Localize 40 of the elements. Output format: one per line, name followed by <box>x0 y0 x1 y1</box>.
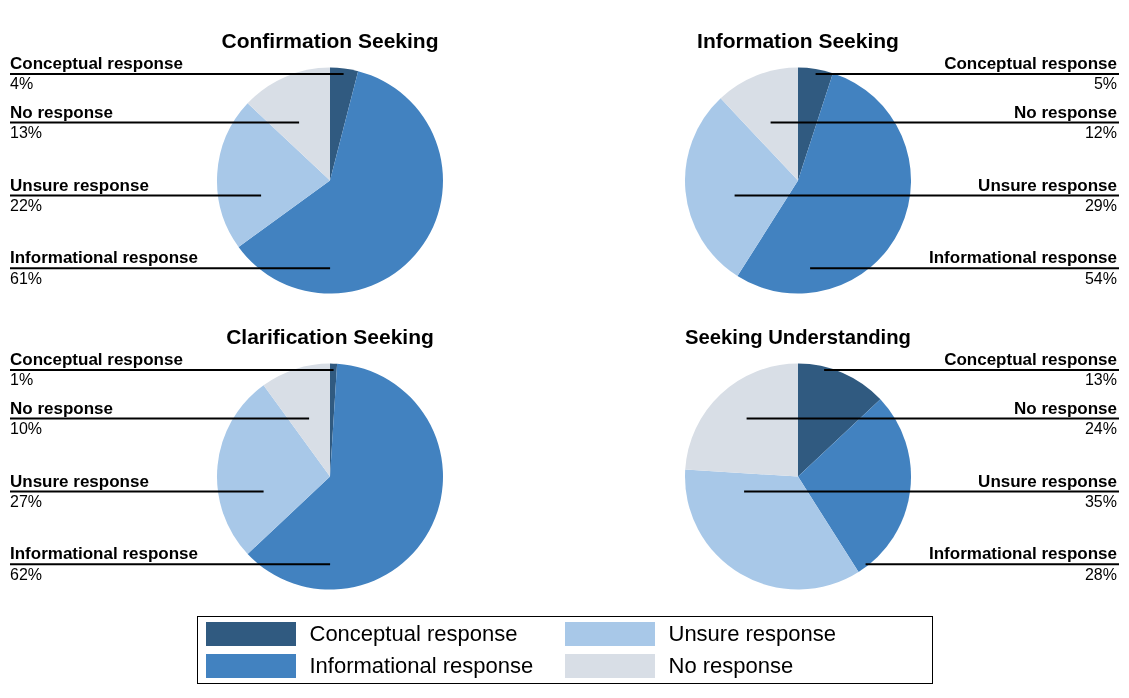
chart-title: Seeking Understanding <box>685 325 911 349</box>
slice-label: Informational response <box>929 248 1117 268</box>
chart-title: Clarification Seeking <box>226 325 434 349</box>
slice-label: Unsure response <box>978 175 1117 195</box>
slice-label: Conceptual response <box>10 350 183 370</box>
slice-label: Informational response <box>10 544 198 564</box>
legend-label: Conceptual response <box>309 621 518 647</box>
data-label: 24% <box>1084 420 1117 438</box>
data-label: 61% <box>10 269 43 287</box>
slice-label: Informational response <box>929 544 1117 564</box>
data-label: 28% <box>1084 565 1117 583</box>
slice-label: No response <box>10 398 113 418</box>
data-label: 62% <box>10 565 43 583</box>
slice-label: Informational response <box>10 248 198 268</box>
data-label: 1% <box>10 371 34 389</box>
data-label: 27% <box>10 492 43 510</box>
slice-label: Conceptual response <box>944 350 1117 370</box>
slice-label: Unsure response <box>978 471 1117 491</box>
slice-label: No response <box>1014 398 1117 418</box>
slice-label: Conceptual response <box>10 54 183 74</box>
data-label: 13% <box>1084 371 1117 389</box>
slice-label: Conceptual response <box>944 54 1117 74</box>
data-label: 5% <box>1093 75 1117 93</box>
data-label: 29% <box>1084 196 1117 214</box>
chart-title: Information Seeking <box>697 29 899 53</box>
slice-label: Unsure response <box>10 175 149 195</box>
data-label: 22% <box>10 196 43 214</box>
data-label: 54% <box>1084 269 1117 287</box>
data-label: 13% <box>10 124 43 142</box>
legend-label: No response <box>668 653 794 679</box>
data-label: 35% <box>1084 492 1117 510</box>
slice-label: No response <box>10 102 113 122</box>
data-label: 4% <box>10 75 34 93</box>
slice-label: No response <box>1014 102 1117 122</box>
legend-label: Informational response <box>309 653 534 679</box>
slice-label: Unsure response <box>10 471 149 491</box>
data-label: 12% <box>1084 124 1117 142</box>
data-label: 10% <box>10 420 43 438</box>
chart-title: Confirmation Seeking <box>221 29 439 53</box>
legend-label: Unsure response <box>668 621 837 647</box>
